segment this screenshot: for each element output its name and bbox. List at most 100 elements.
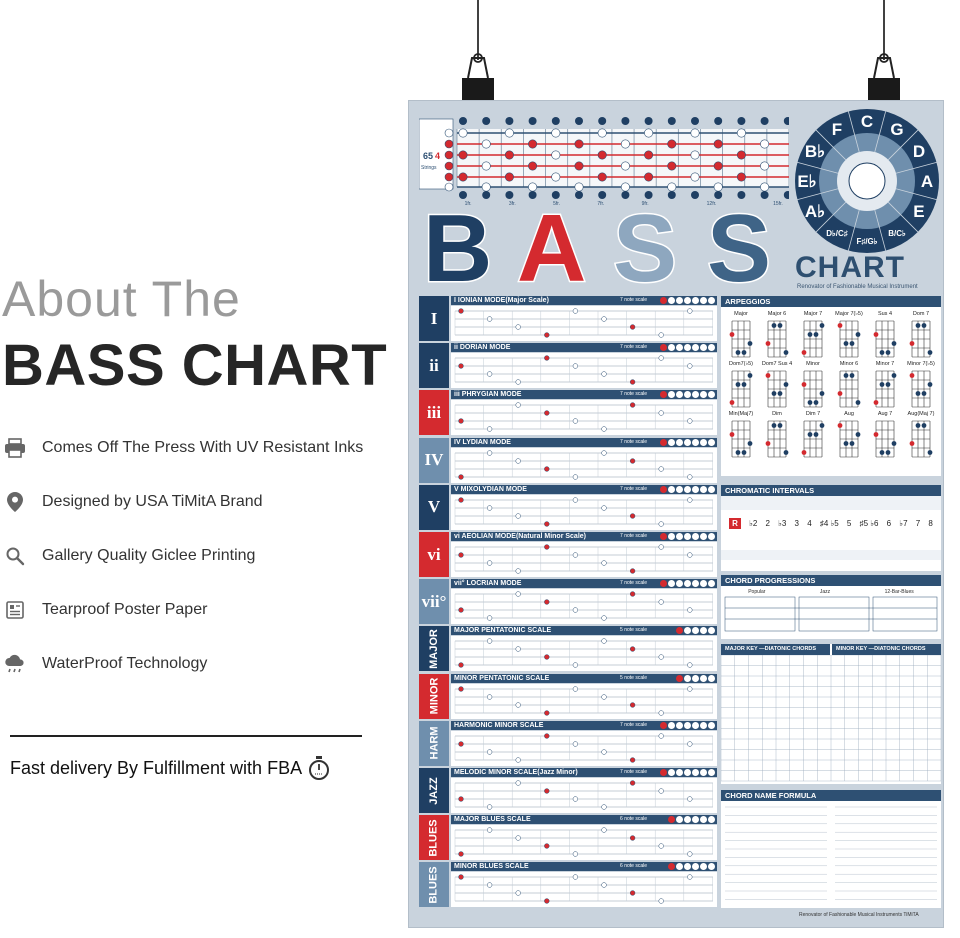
scale-note-dot: [658, 521, 664, 527]
fret-note-dot: [504, 172, 514, 182]
arpeggio-label: Dom 7: [912, 311, 930, 317]
arpeggio-note-dot: [855, 332, 861, 337]
circle-key-label: A♭: [805, 202, 825, 221]
fret-note-dot: [458, 172, 468, 182]
fret-note-dot: [760, 182, 770, 192]
feature-label: Tearproof Poster Paper: [42, 601, 208, 618]
fret-note-dot: [644, 128, 654, 138]
scale-note-dot: [544, 654, 550, 661]
scale-note-dot: [486, 426, 493, 433]
arpeggio-note-dot: [771, 423, 777, 428]
scale-note-dot: [515, 513, 521, 519]
arpeggio-note-dot: [819, 423, 825, 428]
arpeggio-note-dot: [915, 323, 921, 328]
scale-note-dot: [629, 646, 636, 653]
scale-note-dot: [515, 757, 521, 763]
arpeggio-diagram: Minor 7: [867, 361, 903, 409]
scale-note-dot: [629, 457, 636, 464]
search-icon: [0, 541, 30, 571]
scale-note-dot: [658, 654, 664, 661]
circle-key-label: A: [921, 172, 933, 191]
fret-note-dot: [574, 161, 584, 171]
scale-note-dot: [458, 685, 464, 692]
arpeggio-diagram: Major 6: [759, 311, 795, 359]
arpeggio-note-dot: [915, 391, 921, 396]
scale-note-dot: [458, 552, 464, 558]
feature-label: Gallery Quality Giclee Printing: [42, 547, 256, 564]
scale-degree-tag: MINOR: [419, 673, 449, 719]
open-string-dot: [444, 161, 454, 171]
scale-note-dot: [629, 513, 636, 519]
formula-title: CHORD NAME FORMULA: [721, 790, 941, 801]
top-note-dot: [459, 117, 467, 125]
bottom-note-dot: [528, 191, 537, 199]
circle-key-label: G: [890, 120, 903, 139]
arpeggio-label: Aug: [844, 411, 854, 417]
arpeggio-label: Aug 7: [877, 411, 893, 417]
fret-note-dot: [551, 172, 561, 182]
open-string-dot: [444, 139, 454, 149]
arpeggio-note-dot: [765, 441, 771, 446]
scale-degree-tag: MAJOR: [419, 626, 449, 672]
scale-note-dot: [629, 568, 636, 574]
scale-row: BLUES MINOR BLUES SCALE 6 note scale: [419, 862, 717, 908]
scale-note-dot: [515, 568, 521, 574]
arpeggio-note-dot: [747, 441, 753, 446]
feature-label: WaterProof Technology: [42, 655, 208, 672]
arpeggio-label: Min(Maj7): [728, 411, 754, 417]
fret-marker-label: 5fr.: [553, 201, 560, 206]
scale-note-dot: [658, 410, 664, 417]
arpeggio-note-dot: [729, 332, 735, 337]
arpeggio-note-dot: [807, 432, 813, 437]
arpeggio-note-dot: [765, 373, 771, 378]
scale-note-dot: [572, 851, 579, 857]
fret-note-dot: [713, 182, 723, 192]
scale-tab: [451, 589, 717, 625]
scale-note-dot: [601, 371, 607, 377]
scale-note-dot: [601, 804, 607, 810]
letter-a: A: [517, 199, 586, 291]
arpeggio-label: Major: [734, 311, 748, 317]
scale-note-dot: [458, 363, 464, 369]
circle-key-label: D: [913, 142, 925, 161]
top-note-dot: [598, 117, 607, 125]
fret-note-dot: [690, 128, 700, 138]
open-string-dot: [444, 182, 454, 192]
interval-value: 5: [846, 518, 852, 528]
arpeggio-note-dot: [849, 341, 855, 346]
fret-marker-label: 12fr.: [707, 201, 717, 206]
scale-title: MAJOR PENTATONIC SCALE 5 note scale: [451, 626, 717, 636]
arpeggio-note-dot: [921, 423, 927, 428]
binder-clip-icon: [868, 53, 900, 104]
scale-degree-tag: BLUES: [419, 862, 449, 908]
scale-note-dot: [515, 457, 521, 464]
chart-word: CHART: [795, 251, 905, 284]
scale-note-dot: [687, 308, 693, 314]
fret-note-dot: [667, 182, 677, 192]
scale-note-dot: [486, 316, 493, 322]
scale-note-dot: [601, 693, 607, 700]
top-note-dot: [691, 117, 699, 125]
scale-note-dot: [629, 324, 636, 330]
scale-title: MINOR PENTATONIC SCALE 5 note scale: [451, 673, 717, 683]
scale-note-dot: [687, 874, 693, 881]
heading-light: About The: [2, 271, 241, 327]
arpeggio-note-dot: [855, 432, 861, 437]
scale-note-dot: [486, 749, 493, 755]
intervals-panel: CHROMATIC INTERVALS R ♭2 2 ♭3 3 4 ♯4 ♭5 5 ♯5 ♭6 6…: [721, 485, 941, 571]
open-string-dot: [444, 150, 454, 160]
fret-note-dot: [481, 139, 491, 149]
scale-note-dot: [458, 497, 464, 503]
open-string-dot: [444, 128, 454, 138]
arpeggio-note-dot: [741, 350, 747, 355]
arpeggio-note-dot: [777, 323, 783, 328]
arpeggio-note-dot: [735, 350, 741, 355]
scale-note-dot: [687, 685, 693, 692]
scale-note-dot: [601, 505, 607, 511]
arpeggio-note-dot: [873, 332, 879, 337]
scale-note-dot: [687, 497, 693, 503]
scale-note-dot: [629, 835, 636, 841]
arpeggio-note-dot: [783, 382, 789, 387]
arpeggio-diagram: Major 7(♭5): [831, 311, 867, 359]
letter-s: S: [707, 199, 771, 291]
